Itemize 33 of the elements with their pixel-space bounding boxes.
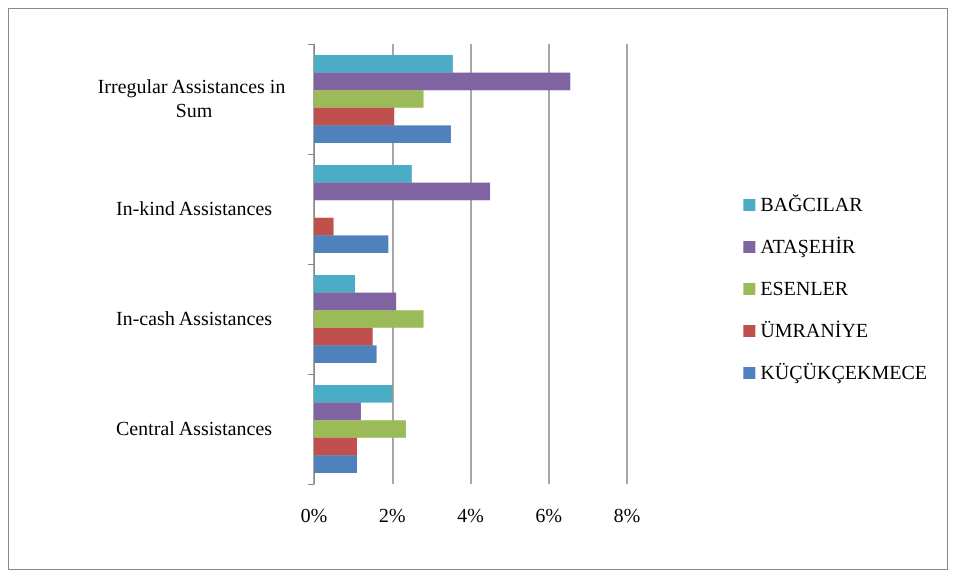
bar: [314, 385, 392, 403]
bar: [314, 108, 394, 126]
legend-label: ATAŞEHİR: [760, 236, 856, 258]
bar: [314, 218, 334, 236]
y-tick-label: Irregular Assistances in Sum: [98, 76, 290, 122]
bar: [314, 72, 570, 90]
x-tick-label: 2%: [378, 505, 406, 527]
bar: [314, 345, 377, 363]
legend-label: BAĞCILAR: [760, 194, 864, 216]
bar: [314, 235, 388, 253]
bar: [314, 328, 373, 346]
legend-label: ESENLER: [760, 278, 849, 300]
x-tick-label: 0%: [300, 505, 328, 527]
y-tick-label: In-kind Assistances: [116, 198, 272, 220]
bar: [314, 402, 361, 420]
bar: [314, 438, 358, 456]
y-tick-label: In-cash Assistances: [116, 308, 272, 330]
legend-label: ÜMRANİYE: [760, 320, 868, 342]
bar: [314, 125, 451, 143]
bar: [314, 420, 406, 438]
x-tick-label: 4%: [457, 505, 484, 527]
bar: [314, 55, 453, 73]
bar: [314, 90, 424, 108]
legend-label: KÜÇÜKÇEKMECE: [760, 362, 927, 384]
bar: [314, 165, 412, 183]
bar: [314, 182, 490, 200]
bar: [314, 455, 358, 473]
bar: [314, 310, 424, 328]
bar: [314, 275, 356, 293]
x-tick-label: 8%: [614, 505, 640, 527]
y-tick-label: Central Assistances: [116, 418, 272, 440]
bar: [314, 292, 396, 310]
x-tick-label: 6%: [535, 505, 562, 527]
